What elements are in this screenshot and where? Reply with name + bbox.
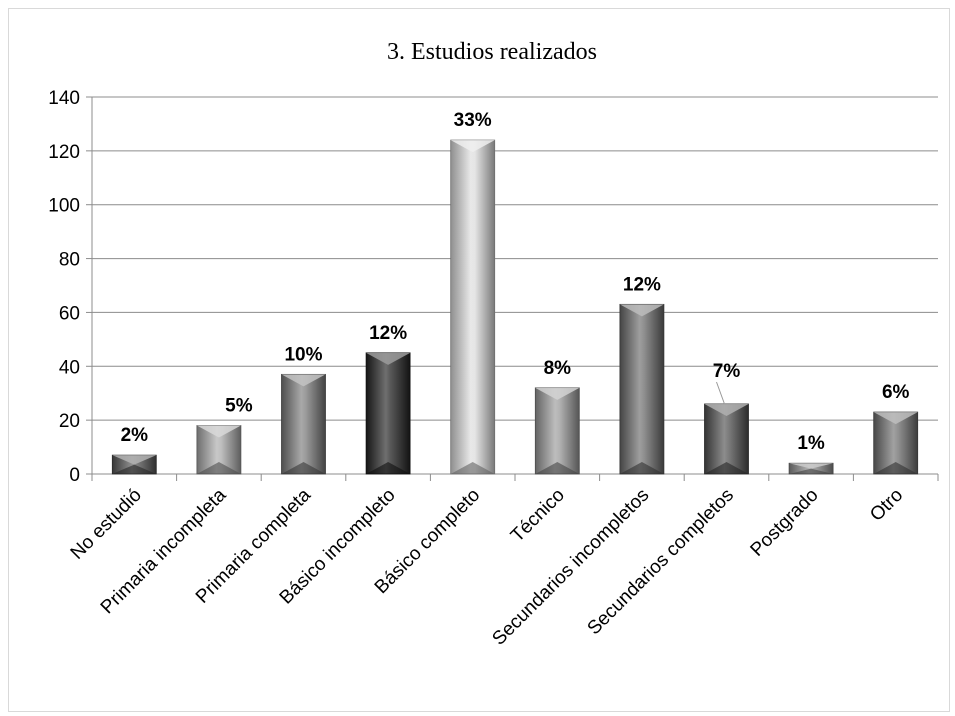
bar-bevel-bottom: [281, 462, 326, 474]
bar: [281, 373, 326, 475]
bar: [365, 352, 411, 475]
x-tick-label: Técnico: [507, 485, 569, 547]
bar-bevel-top: [704, 403, 749, 416]
bar-chart: 3. Estudios realizados 0 20 40 60 80 100 120 14…: [48, 39, 939, 650]
bar-bevel-bottom: [789, 468, 834, 474]
bar: [788, 462, 834, 475]
data-label: 2%: [121, 425, 149, 446]
bar: [619, 303, 665, 475]
bar: [873, 411, 919, 475]
bar-bevel-top: [535, 387, 580, 400]
bar-body: [534, 387, 580, 475]
bar-bevel-top: [112, 455, 157, 465]
data-label-leader: [716, 381, 725, 405]
bar-bevel-bottom: [112, 464, 157, 474]
bars: [111, 139, 919, 475]
bar-bevel-bottom: [535, 462, 580, 474]
y-tick-label: 80: [59, 250, 80, 271]
bar-bevel-top: [281, 374, 326, 387]
data-label: 33%: [454, 110, 492, 131]
data-labels: 2% 5% 10% 12% 33% 8% 12% 7% 1% 6%: [121, 110, 910, 454]
bar-body: [281, 373, 326, 475]
bar-bevel-top: [619, 304, 664, 317]
bar-bevel-bottom: [196, 462, 241, 474]
bar: [534, 387, 580, 475]
bar-bevel-top: [873, 412, 918, 425]
bar-bevel-top: [366, 352, 411, 365]
y-tick-labels: 0 20 40 60 80 100 120 140: [48, 88, 80, 486]
x-tick-label: Secundarios incompletos: [488, 485, 653, 650]
bar: [704, 403, 749, 475]
x-tick-label: Otro: [866, 485, 907, 526]
bar-body: [619, 303, 665, 475]
bar: [111, 454, 157, 475]
bar-bevel-top: [789, 463, 834, 469]
bar-bevel-top: [450, 140, 495, 153]
bar: [196, 425, 242, 475]
chart-frame: 3. Estudios realizados 0 20 40 60 80 100 120 14…: [8, 8, 950, 712]
data-label: 6%: [882, 382, 910, 403]
bar-body: [365, 352, 411, 475]
bar-bevel-bottom: [619, 462, 664, 474]
bar-bevel-bottom: [366, 462, 411, 474]
data-label: 12%: [623, 274, 661, 295]
data-label: 10%: [284, 344, 322, 365]
data-label: 1%: [797, 433, 825, 454]
y-tick-label: 140: [48, 88, 80, 109]
data-label: 5%: [225, 396, 253, 417]
y-tick-label: 100: [48, 196, 80, 217]
y-tick-label: 0: [69, 465, 80, 486]
bar-bevel-top: [196, 425, 241, 438]
chart-title: 3. Estudios realizados: [387, 39, 597, 65]
y-tick-label: 60: [59, 303, 80, 324]
y-tick-label: 120: [48, 142, 80, 163]
x-tick-label: No estudió: [67, 485, 146, 564]
x-tick-label: Postgrado: [747, 485, 823, 561]
bar: [450, 139, 496, 475]
data-label: 8%: [544, 358, 572, 379]
data-label: 7%: [713, 361, 741, 382]
data-label: 12%: [369, 323, 407, 344]
bar-bevel-bottom: [704, 462, 749, 474]
x-tick-label: Secundarios completos: [584, 485, 739, 640]
axes: [86, 96, 939, 481]
y-tick-label: 40: [59, 357, 80, 378]
gridlines: [92, 96, 938, 421]
y-tick-label: 20: [59, 411, 80, 432]
bar-bevel-bottom: [873, 462, 918, 474]
bar-body: [450, 139, 496, 475]
bar-bevel-bottom: [450, 462, 495, 474]
